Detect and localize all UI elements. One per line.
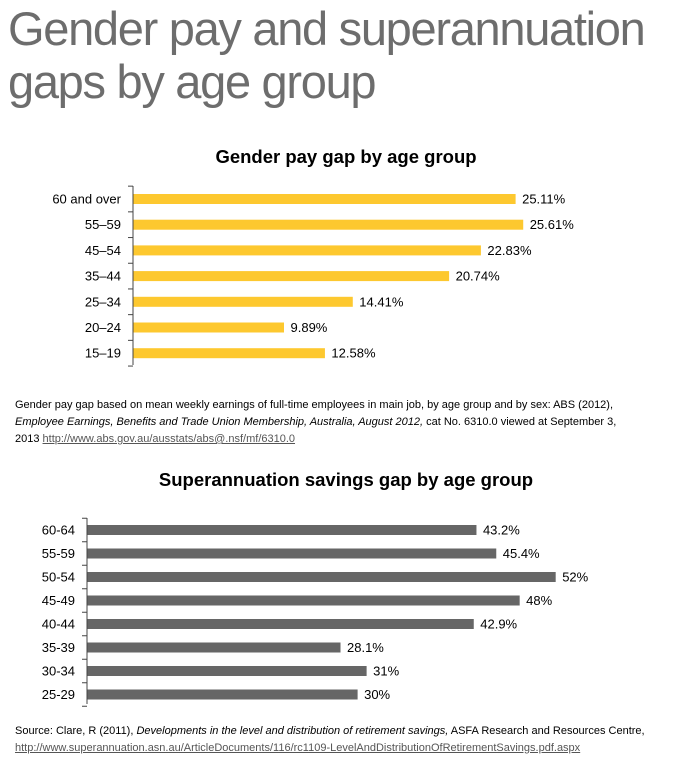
super-gap-value-label: 48% <box>526 593 552 608</box>
source1-title: Employee Earnings, Benefits and Trade Un… <box>15 416 424 428</box>
pay-gap-category-label: 15–19 <box>85 346 121 361</box>
super-gap-category-label: 35-39 <box>42 640 75 655</box>
super-gap-bar <box>87 595 520 606</box>
source1-link[interactable]: http://www.abs.gov.au/ausstats/abs@.nsf/… <box>42 433 296 445</box>
super-gap-bar <box>87 689 358 700</box>
source2-text-post: ASFA Research and Resources Centre, <box>448 725 645 737</box>
chart-title-pay-gap: Gender pay gap by age group <box>215 146 477 167</box>
super-gap-bar <box>87 666 367 676</box>
super-gap-value-label: 31% <box>373 664 399 679</box>
pay-gap-bar <box>133 322 284 333</box>
source2-title: Developments in the level and distributi… <box>136 725 449 737</box>
super-gap-chart: 60-64 43.2% 55-59 45.4% 50-54 52% 45-49 48% 40-4… <box>42 517 589 707</box>
source2-text: Source: Clare, R (2011), <box>15 725 137 737</box>
pay-gap-value-label: 12.58% <box>331 346 376 361</box>
pay-gap-category-label: 35–44 <box>85 269 121 284</box>
super-gap-value-label: 42.9% <box>480 617 517 632</box>
pay-gap-value-label: 25.11% <box>522 192 566 207</box>
super-gap-value-label: 30% <box>364 687 390 702</box>
super-gap-category-label: 45-49 <box>42 593 75 608</box>
pay-gap-category-label: 45–54 <box>85 243 121 258</box>
super-gap-bar <box>87 619 474 629</box>
pay-gap-value-label: 9.89% <box>291 320 328 335</box>
pay-gap-chart: 60 and over 25.11% 55–59 25.61% 45–54 22.83% 3… <box>52 185 575 367</box>
super-gap-value-label: 52% <box>562 570 588 585</box>
super-gap-bar <box>87 642 341 653</box>
chart-title-super-gap: Superannuation savings gap by age group <box>158 469 534 490</box>
super-gap-source-note: Source: Clare, R (2011), Developments in… <box>15 723 692 757</box>
pay-gap-value-label: 20.74% <box>456 269 501 284</box>
super-gap-bar <box>87 525 477 535</box>
super-gap-category-label: 55-59 <box>42 546 75 561</box>
pay-gap-bar <box>133 348 325 359</box>
super-gap-value-label: 28.1% <box>347 640 384 655</box>
super-gap-category-label: 25-29 <box>42 687 75 702</box>
pay-gap-category-label: 20–24 <box>85 320 121 335</box>
pay-gap-value-label: 14.41% <box>359 294 404 309</box>
pay-gap-bar <box>133 194 516 204</box>
super-gap-category-label: 50-54 <box>42 570 75 585</box>
source1-text: Gender pay gap based on mean weekly earn… <box>15 399 614 411</box>
super-gap-category-label: 40-44 <box>42 617 75 632</box>
source2-link[interactable]: http://www.superannuation.asn.au/Article… <box>15 742 581 754</box>
pay-gap-bar <box>133 219 524 230</box>
super-gap-category-label: 60-64 <box>42 523 75 538</box>
pay-gap-bar <box>133 271 450 282</box>
super-gap-value-label: 43.2% <box>483 523 520 538</box>
pay-gap-value-label: 25.61% <box>530 217 575 232</box>
pay-gap-category-label: 55–59 <box>85 217 121 232</box>
super-gap-bar <box>87 548 497 559</box>
pay-gap-bar <box>133 296 353 307</box>
source1-text-post: cat No. 6310.0 viewed at September 3, 20… <box>15 416 617 445</box>
pay-gap-category-label: 25–34 <box>85 294 121 309</box>
pay-gap-source-note: Gender pay gap based on mean weekly earn… <box>15 397 625 448</box>
super-gap-category-label: 30-34 <box>42 664 75 679</box>
pay-gap-bar <box>133 245 481 256</box>
super-gap-bar <box>87 572 556 582</box>
pay-gap-value-label: 22.83% <box>487 243 532 258</box>
pay-gap-category-label: 60 and over <box>52 192 121 207</box>
super-gap-value-label: 45.4% <box>503 546 540 561</box>
page-title: Gender pay and superannuation gaps by ag… <box>8 2 646 108</box>
